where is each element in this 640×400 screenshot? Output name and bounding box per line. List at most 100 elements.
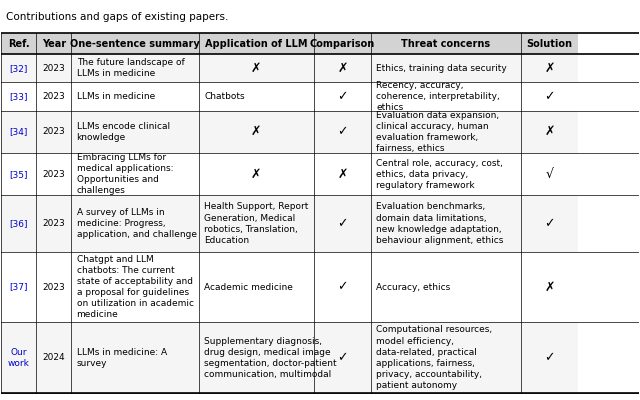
Bar — [72, 33, 199, 54]
Bar — [199, 111, 314, 153]
Text: 2023: 2023 — [43, 92, 65, 101]
Bar — [199, 82, 314, 111]
Bar — [72, 195, 199, 252]
Text: ✗: ✗ — [544, 62, 555, 75]
Text: 2024: 2024 — [43, 353, 65, 362]
Bar — [199, 33, 314, 54]
Text: 2023: 2023 — [43, 170, 65, 179]
Text: ✓: ✓ — [337, 281, 348, 294]
Bar — [36, 195, 72, 252]
Bar — [521, 322, 578, 393]
Text: Ref.: Ref. — [8, 39, 29, 49]
Text: ✗: ✗ — [251, 168, 262, 181]
Text: Health Support, Report
Generation, Medical
robotics, Translation,
Education: Health Support, Report Generation, Medic… — [204, 202, 308, 245]
Bar — [314, 54, 371, 82]
Bar — [72, 54, 199, 82]
Bar — [371, 111, 521, 153]
Bar — [1, 82, 36, 111]
Bar — [1, 195, 36, 252]
Text: Evaluation benchmarks,
domain data limitations,
new knowledge adaptation,
behavi: Evaluation benchmarks, domain data limit… — [376, 202, 504, 245]
Bar — [1, 252, 36, 322]
Text: Year: Year — [42, 39, 66, 49]
Text: Solution: Solution — [526, 39, 572, 49]
Text: [37]: [37] — [10, 283, 28, 292]
Bar — [371, 82, 521, 111]
Text: Threat concerns: Threat concerns — [401, 39, 490, 49]
Text: ✓: ✓ — [337, 90, 348, 103]
Text: Academic medicine: Academic medicine — [204, 283, 293, 292]
Bar — [36, 322, 72, 393]
Text: ✗: ✗ — [251, 125, 262, 138]
Text: [33]: [33] — [10, 92, 28, 101]
Text: One-sentence summary: One-sentence summary — [70, 39, 200, 49]
Text: ✓: ✓ — [544, 351, 555, 364]
Text: ✗: ✗ — [251, 62, 262, 75]
Bar — [521, 54, 578, 82]
Bar — [72, 153, 199, 195]
Text: Ethics, training data security: Ethics, training data security — [376, 64, 507, 73]
Text: ✓: ✓ — [544, 217, 555, 230]
Bar — [314, 153, 371, 195]
Text: Embracing LLMs for
medical applications:
Opportunities and
challenges: Embracing LLMs for medical applications:… — [77, 153, 173, 195]
Text: 2023: 2023 — [43, 64, 65, 73]
Bar — [1, 54, 36, 82]
Text: Application of LLM: Application of LLM — [205, 39, 308, 49]
Bar — [371, 33, 521, 54]
Bar — [36, 54, 72, 82]
Bar — [314, 111, 371, 153]
Bar — [72, 111, 199, 153]
Bar — [199, 252, 314, 322]
Text: ✗: ✗ — [337, 168, 348, 181]
Bar — [371, 54, 521, 82]
Text: ✓: ✓ — [544, 90, 555, 103]
Text: Chatgpt and LLM
chatbots: The current
state of acceptability and
a proposal for : Chatgpt and LLM chatbots: The current st… — [77, 255, 193, 319]
Text: Accuracy, ethics: Accuracy, ethics — [376, 283, 451, 292]
Text: ✓: ✓ — [337, 125, 348, 138]
Text: ✗: ✗ — [337, 62, 348, 75]
Bar — [371, 252, 521, 322]
Text: 2023: 2023 — [43, 219, 65, 228]
Text: [35]: [35] — [10, 170, 28, 179]
Text: Central role, accuracy, cost,
ethics, data privacy,
regulatory framework: Central role, accuracy, cost, ethics, da… — [376, 158, 503, 190]
Text: The future landscape of
LLMs in medicine: The future landscape of LLMs in medicine — [77, 58, 184, 78]
Bar — [521, 252, 578, 322]
Bar — [72, 82, 199, 111]
Text: LLMs in medicine: A
survey: LLMs in medicine: A survey — [77, 348, 166, 368]
Bar — [1, 111, 36, 153]
Text: Evaluation data expansion,
clinical accuracy, human
evaluation framework,
fairne: Evaluation data expansion, clinical accu… — [376, 111, 499, 153]
Bar — [521, 82, 578, 111]
Bar — [521, 195, 578, 252]
Bar — [1, 153, 36, 195]
Bar — [1, 322, 36, 393]
Bar — [36, 252, 72, 322]
Bar — [199, 153, 314, 195]
Text: Chatbots: Chatbots — [204, 92, 244, 101]
Bar — [199, 195, 314, 252]
Bar — [521, 111, 578, 153]
Bar — [314, 33, 371, 54]
Text: LLMs encode clinical
knowledge: LLMs encode clinical knowledge — [77, 122, 170, 142]
Bar — [72, 252, 199, 322]
Text: ✗: ✗ — [544, 125, 555, 138]
Bar — [521, 33, 578, 54]
Bar — [371, 153, 521, 195]
Text: 2023: 2023 — [43, 283, 65, 292]
Text: Comparison: Comparison — [310, 39, 375, 49]
Bar — [36, 111, 72, 153]
Text: ✓: ✓ — [337, 217, 348, 230]
Bar — [521, 153, 578, 195]
Text: [32]: [32] — [10, 64, 28, 73]
Bar — [314, 322, 371, 393]
Text: ✓: ✓ — [337, 351, 348, 364]
Text: √: √ — [545, 168, 554, 181]
Bar — [1, 33, 36, 54]
Bar — [314, 82, 371, 111]
Text: A survey of LLMs in
medicine: Progress,
application, and challenge: A survey of LLMs in medicine: Progress, … — [77, 208, 196, 239]
Bar — [36, 33, 72, 54]
Text: ✗: ✗ — [544, 281, 555, 294]
Text: [36]: [36] — [10, 219, 28, 228]
Bar — [199, 54, 314, 82]
Text: Contributions and gaps of existing papers.: Contributions and gaps of existing paper… — [6, 12, 228, 22]
Text: Supplementary diagnosis,
drug design, medical image
segmentation, doctor-patient: Supplementary diagnosis, drug design, me… — [204, 336, 337, 379]
Bar — [36, 82, 72, 111]
